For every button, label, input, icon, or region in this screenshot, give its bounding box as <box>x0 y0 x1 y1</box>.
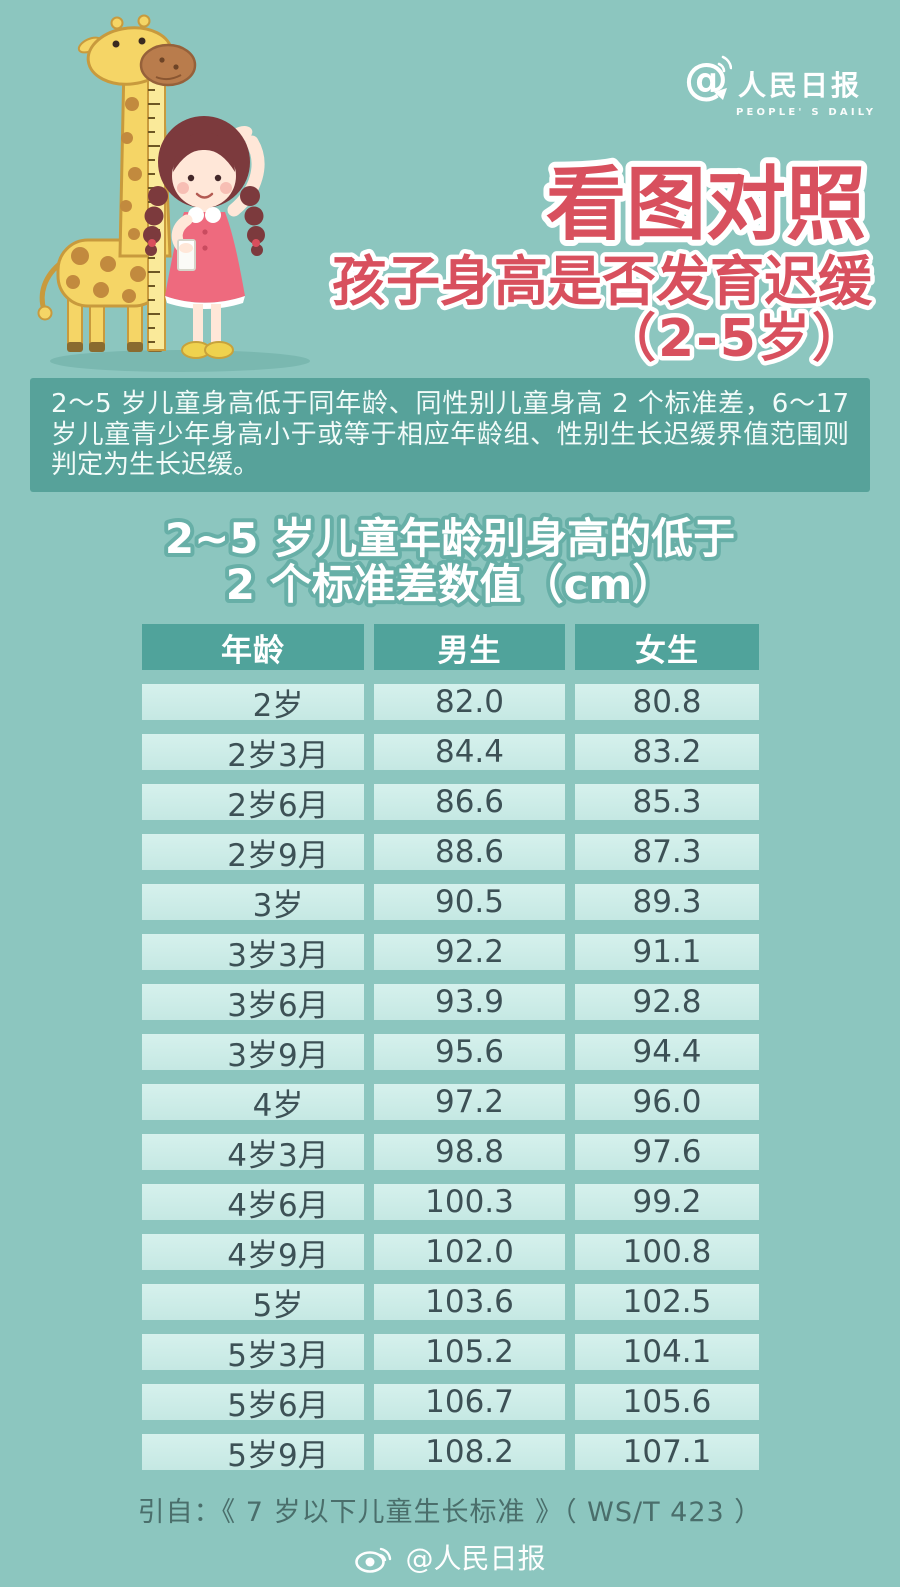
headline-line3: （2-5岁） <box>604 309 866 369</box>
table-cell-girls: 100.8 <box>575 1234 759 1270</box>
table-cell-boys: 92.2 <box>374 934 565 970</box>
table-cell-age: 5岁 <box>142 1284 364 1324</box>
table-cell-boys: 95.6 <box>374 1034 565 1070</box>
table-cell-age: 3岁9月 <box>142 1034 364 1074</box>
table-cell-girls: 87.3 <box>575 834 759 870</box>
table-cell-girls: 96.0 <box>575 1084 759 1120</box>
table-cell-age: 2岁9月 <box>142 834 364 874</box>
table-cell-girls: 97.6 <box>575 1134 759 1170</box>
table-cell-boys: 90.5 <box>374 884 565 920</box>
table-cell-girls: 104.1 <box>575 1334 759 1370</box>
logo-text-en: PEOPLE' S DAILY <box>736 107 877 118</box>
table-cell-age: 5岁3月 <box>142 1334 364 1374</box>
table-cell-age: 2岁3月 <box>142 734 364 774</box>
table-cell-age: 3岁6月 <box>142 984 364 1024</box>
table-title: 2~5 岁儿童年龄别身高的低于 2 个标准差数值（cm） <box>161 510 739 613</box>
table-cell-boys: 84.4 <box>374 734 565 770</box>
table-cell-girls: 89.3 <box>575 884 759 920</box>
weibo-icon <box>355 1547 392 1573</box>
table-cell-girls: 91.1 <box>575 934 759 970</box>
table-cell-boys: 100.3 <box>374 1184 565 1220</box>
table-cell-girls: 107.1 <box>575 1434 759 1470</box>
table-cell-age: 3岁 <box>142 884 364 924</box>
table-cell-boys: 88.6 <box>374 834 565 870</box>
table-cell-age: 3岁3月 <box>142 934 364 974</box>
table-cell-girls: 102.5 <box>575 1284 759 1320</box>
table-cell-boys: 97.2 <box>374 1084 565 1120</box>
weibo-footer: @人民日报 <box>0 1537 900 1577</box>
table-cell-boys: 105.2 <box>374 1334 565 1370</box>
table-cell-age: 4岁9月 <box>142 1234 364 1274</box>
table-cell-age: 2岁6月 <box>142 784 364 824</box>
table-cell-girls: 94.4 <box>575 1034 759 1070</box>
headline: 看图对照 孩子身高是否发育迟缓 （2-5岁） <box>328 152 878 374</box>
table-cell-girls: 92.8 <box>575 984 759 1020</box>
height-table: 年龄 男生 女生 2岁 82.0 80.8 2岁3月 84.4 83.2 2岁6月 86.6 8… <box>142 624 759 1474</box>
logo-text-cn: 人民日报 <box>738 69 863 102</box>
headline-line1: 看图对照 <box>546 158 866 251</box>
table-cell-age: 5岁6月 <box>142 1384 364 1424</box>
table-cell-boys: 102.0 <box>374 1234 565 1270</box>
intro-box: 2～5 岁儿童身高低于同年龄、同性别儿童身高 2 个标准差，6～17 岁儿童青少… <box>30 378 870 492</box>
table-cell-boys: 86.6 <box>374 784 565 820</box>
table-cell-boys: 98.8 <box>374 1134 565 1170</box>
table-cell-girls: 80.8 <box>575 684 759 720</box>
peoples-daily-logo: @ 人民日报 PEOPLE' S DAILY <box>684 52 876 118</box>
table-header-boys: 男生 <box>374 624 565 670</box>
intro-text: 2～5 岁儿童身高低于同年龄、同性别儿童身高 2 个标准差，6～17 岁儿童青少… <box>51 389 849 480</box>
at-megaphone-icon: @ <box>684 54 732 104</box>
table-cell-boys: 82.0 <box>374 684 565 720</box>
table-cell-boys: 106.7 <box>374 1384 565 1420</box>
table-cell-girls: 105.6 <box>575 1384 759 1420</box>
table-cell-age: 2岁 <box>142 684 364 724</box>
table-title-line2: 2 个标准差数值（cm） <box>226 560 675 609</box>
table-cell-girls: 83.2 <box>575 734 759 770</box>
table-header-age: 年龄 <box>142 624 364 670</box>
citation: 引自：《 7 岁以下儿童生长标准 》（ WS/T 423 ） <box>137 1497 763 1528</box>
headline-line2: 孩子身高是否发育迟缓 <box>332 250 873 313</box>
table-cell-age: 5岁9月 <box>142 1434 364 1474</box>
table-cell-boys: 93.9 <box>374 984 565 1020</box>
table-cell-boys: 108.2 <box>374 1434 565 1470</box>
table-cell-boys: 103.6 <box>374 1284 565 1320</box>
girl-illustration <box>143 116 265 359</box>
weibo-handle: @人民日报 <box>405 1542 546 1575</box>
table-cell-age: 4岁 <box>142 1084 364 1124</box>
table-title-line1: 2~5 岁儿童年龄别身高的低于 <box>165 514 735 563</box>
table-cell-age: 4岁3月 <box>142 1134 364 1174</box>
table-cell-girls: 99.2 <box>575 1184 759 1220</box>
table-header-girls: 女生 <box>575 624 759 670</box>
table-cell-girls: 85.3 <box>575 784 759 820</box>
ground-shadow <box>50 350 310 372</box>
height-measurement-illustration <box>37 14 310 372</box>
table-cell-age: 4岁6月 <box>142 1184 364 1224</box>
